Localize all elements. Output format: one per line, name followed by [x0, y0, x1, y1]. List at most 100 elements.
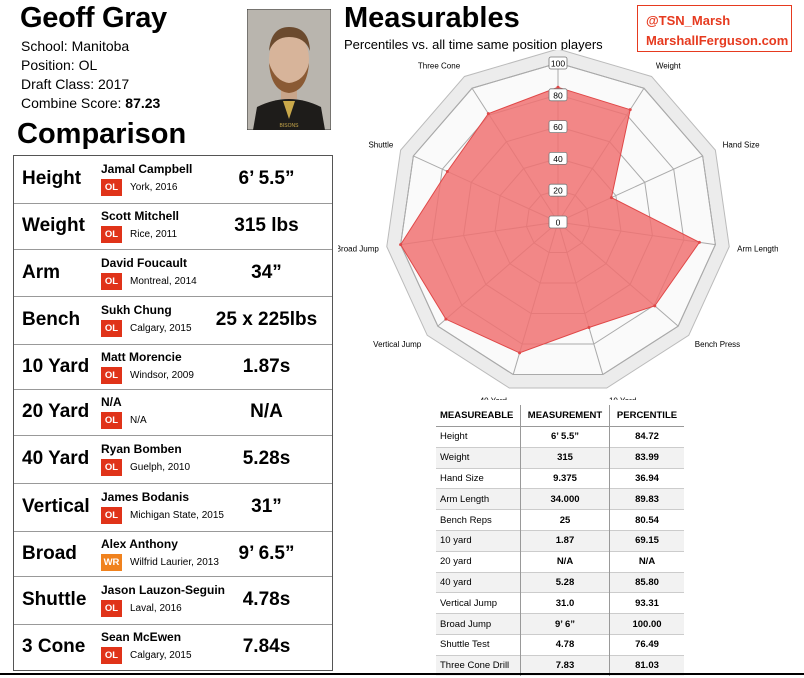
- position-badge: OL: [101, 272, 122, 290]
- comparison-value: 1.87s: [242, 355, 291, 377]
- comparison-school: Calgary, 2015: [130, 649, 192, 661]
- comparison-row: Vertical James Bodanis OL Michigan State, 2…: [14, 484, 332, 532]
- stats-row: Three Cone Drill 7.83 81.03: [436, 654, 684, 676]
- comparison-school: Calgary, 2015: [130, 323, 192, 334]
- comparison-school: Guelph, 2010: [130, 462, 191, 473]
- comparison-player-name: Ryan Bomben: [101, 442, 182, 456]
- comparison-metric: Bench: [22, 309, 81, 330]
- comparison-player-name: Jamal Campbell: [101, 162, 193, 176]
- comparison-row: Weight Scott Mitchell OL Rice, 2011 315 lbs: [14, 204, 332, 250]
- comparison-metric: 3 Cone: [22, 635, 86, 657]
- stats-measureable: Hand Size: [436, 467, 521, 489]
- comparison-value: 5.28s: [242, 448, 291, 469]
- radar-tick-box: [548, 151, 568, 165]
- stats-percentile: 83.99: [609, 446, 684, 469]
- comparison-school: Michigan State, 2015: [130, 510, 224, 521]
- comparison-school: Rice, 2011: [130, 229, 178, 240]
- stats-row: Bench Reps 25 80.54: [436, 509, 684, 531]
- stats-measureable: 10 yard: [436, 529, 521, 552]
- radar-axis-label: 10 Yard: [609, 396, 636, 400]
- comparison-title: Comparison: [17, 118, 187, 150]
- player-photo: BISONS: [247, 9, 331, 130]
- comparison-player-name: Matt Morencie: [101, 349, 182, 364]
- stats-measureable: Broad Jump: [436, 613, 521, 635]
- stats-percentile: 85.80: [609, 571, 684, 593]
- stats-percentile: 80.54: [609, 509, 684, 531]
- stats-row: Height 6’ 5.5” 84.72: [436, 426, 684, 448]
- comparison-row: 40 Yard Ryan Bomben OL Guelph, 2010 5.28s: [14, 436, 332, 484]
- comparison-player-name: Scott Mitchell: [101, 209, 180, 223]
- stats-measurement: 25: [520, 509, 610, 531]
- stats-row: Weight 315 83.99: [436, 446, 684, 469]
- radar-data-point: [444, 317, 448, 321]
- site-link: MarshallFerguson.com: [646, 33, 789, 48]
- radar-data-point: [399, 243, 403, 247]
- comparison-row: Shuttle Jason Lauzon-Seguin OL Laval, 2016 4…: [14, 577, 332, 625]
- position-badge: OL: [101, 412, 122, 429]
- comparison-player-name: David Foucault: [101, 255, 188, 270]
- radar-data-point: [556, 85, 560, 89]
- position-badge: OL: [101, 320, 122, 337]
- stats-measureable: Shuttle Test: [436, 633, 521, 656]
- radar-axis-label: Vertical Jump: [373, 340, 422, 349]
- comparison-metric: Weight: [22, 215, 85, 236]
- radar-data-point: [445, 169, 449, 173]
- stats-measureable: Weight: [436, 446, 521, 469]
- comparison-player-name: N/A: [101, 395, 122, 409]
- stats-percentile: 93.31: [609, 592, 684, 614]
- stats-table: MEASUREABLE MEASUREMENT PERCENTILE Heigh…: [436, 405, 684, 676]
- radar-tick-box: [548, 120, 568, 133]
- comparison-value: 7.84s: [242, 635, 291, 657]
- radar-data-point: [628, 108, 632, 112]
- stats-measurement: 315: [520, 446, 610, 469]
- radar-tick-box: [548, 215, 568, 229]
- comparison-value: 315 lbs: [234, 215, 299, 236]
- radar-axis-label: 40 Yard: [480, 396, 507, 400]
- position-badge: OL: [101, 600, 122, 617]
- comparison-metric: 20 Yard: [22, 401, 90, 422]
- stats-measureable: Bench Reps: [436, 509, 521, 531]
- comparison-metric: Shuttle: [22, 589, 87, 610]
- comparison-row: 20 Yard N/A OL N/A N/A: [14, 390, 332, 436]
- stats-header-row: MEASUREABLE MEASUREMENT PERCENTILE: [436, 405, 684, 427]
- radar-grid-ring: [431, 94, 685, 345]
- radar-data-point: [518, 351, 522, 355]
- comparison-value: 25 x 225lbs: [215, 309, 318, 330]
- stats-percentile: 76.49: [609, 633, 684, 656]
- stats-header-measurement: MEASUREMENT: [520, 405, 610, 427]
- comparison-school: Windsor, 2009: [130, 369, 194, 381]
- stats-measureable: 40 yard: [436, 571, 521, 593]
- stats-measurement: 31.0: [520, 592, 610, 614]
- stats-row: Hand Size 9.375 36.94: [436, 467, 684, 489]
- comparison-school: Wilfrid Laurier, 2013: [130, 556, 219, 568]
- radar-tick-label: 40: [553, 154, 563, 164]
- stats-row: 40 yard 5.28 85.80: [436, 571, 684, 593]
- stats-measureable: 20 yard: [436, 550, 521, 573]
- stats-row: Shuttle Test 4.78 76.49: [436, 633, 684, 656]
- stats-percentile: 89.83: [609, 488, 684, 510]
- stats-measureable: Arm Length: [436, 488, 521, 510]
- radar-tick-label: 100: [551, 59, 565, 69]
- comparison-school: N/A: [130, 415, 147, 426]
- comparison-value: 4.78s: [242, 589, 291, 610]
- bottom-rule: [0, 673, 804, 675]
- credit-box: @TSN_Marsh MarshallFerguson.com: [637, 5, 792, 52]
- radar-tick-label: 0: [556, 218, 561, 228]
- comparison-school: Montreal, 2014: [130, 275, 197, 287]
- comparison-player-name: James Bodanis: [101, 490, 190, 504]
- stats-measurement: 4.78: [520, 633, 610, 656]
- comparison-row: Arm David Foucault OL Montreal, 2014 34”: [14, 250, 332, 297]
- stats-row: 20 yard N/A N/A: [436, 550, 684, 573]
- stats-header-percentile: PERCENTILE: [609, 405, 684, 427]
- comparison-school: York, 2016: [130, 182, 178, 193]
- radar-data-point: [609, 196, 613, 200]
- comparison-school: Laval, 2016: [130, 603, 182, 614]
- stats-measurement: 6’ 5.5”: [520, 426, 610, 448]
- comparison-value: 31”: [251, 496, 282, 517]
- comparison-player-name: Sean McEwen: [101, 629, 182, 644]
- measurables-subtitle: Percentiles vs. all time same position p…: [344, 37, 603, 52]
- radar-axis-label: Three Cone: [418, 62, 461, 71]
- comparison-player-name: Jason Lauzon-Seguin: [101, 583, 226, 597]
- comparison-metric: 40 Yard: [22, 448, 90, 469]
- radar-tick-label: 20: [553, 186, 563, 196]
